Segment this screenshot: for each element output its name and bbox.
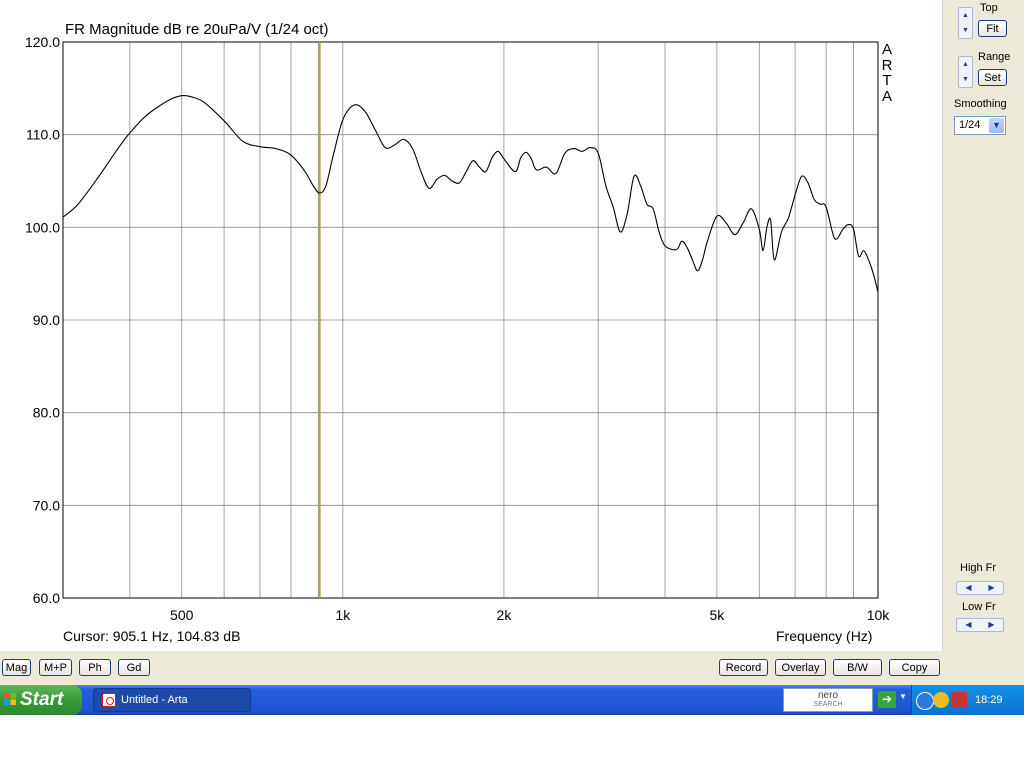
y-tick-label: 100.0	[25, 219, 60, 235]
x-tick-label: 500	[170, 607, 194, 623]
chart-svg[interactable]: 60.0 70.0 80.0 90.0 100.0 110.0 120.0 500 1k 2k 5k…	[0, 0, 942, 651]
record-button[interactable]: Record	[719, 659, 768, 676]
y-tick-label: 90.0	[33, 312, 60, 328]
plot-area: 60.0 70.0 80.0 90.0 100.0 110.0 120.0 500 1k 2k 5k…	[0, 0, 942, 651]
chevron-right-icon[interactable]: ▶	[988, 620, 995, 629]
mag-button[interactable]: Mag	[2, 659, 31, 676]
x-tick-label: 5k	[709, 607, 725, 623]
start-button[interactable]: Start	[0, 685, 82, 715]
nero-brand: nero	[817, 690, 838, 701]
watermark-letter: A	[881, 41, 892, 58]
network-alert-icon[interactable]	[951, 692, 967, 708]
tray-expand-icon[interactable]	[916, 692, 934, 710]
phase-button[interactable]: Ph	[79, 659, 111, 676]
x-axis-label: Frequency (Hz)	[776, 628, 873, 644]
start-label: Start	[20, 689, 64, 710]
frequency-response-trace	[62, 95, 879, 293]
chevron-up-icon[interactable]: ▲	[962, 61, 969, 68]
low-fr-label: Low Fr	[962, 601, 996, 613]
set-button[interactable]: Set	[978, 69, 1007, 86]
mag-phase-button[interactable]: M+P	[39, 659, 72, 676]
chevron-down-icon[interactable]: ▼	[989, 118, 1004, 133]
smoothing-value: 1/24	[959, 119, 981, 131]
taskbar-item-arta[interactable]: Untitled - Arta	[93, 688, 251, 712]
copy-button[interactable]: Copy	[889, 659, 940, 676]
windows-logo-icon	[4, 693, 16, 705]
watermark-letter: A	[881, 87, 892, 105]
chevron-down-icon[interactable]: ▼	[962, 27, 969, 34]
chart-title: FR Magnitude dB re 20uPa/V (1/24 oct)	[65, 21, 329, 38]
plot-frame	[62, 41, 879, 599]
watermark-letter: R	[881, 56, 893, 74]
x-tick-label: 1k	[335, 607, 351, 623]
watermark-letter: T	[882, 72, 892, 89]
arta-app-icon	[102, 693, 116, 707]
y-tick-label: 60.0	[33, 590, 60, 606]
top-spinner[interactable]: ▲ ▼	[958, 7, 973, 39]
y-tick-label: 110.0	[26, 127, 60, 143]
high-fr-label: High Fr	[960, 562, 997, 574]
nero-sub: SEARCH	[813, 701, 843, 708]
chevron-down-icon[interactable]: ▼	[962, 76, 969, 83]
chevron-up-icon[interactable]: ▲	[962, 12, 969, 19]
x-tick-label: 10k	[867, 607, 891, 623]
cursor-readout: Cursor: 905.1 Hz, 104.83 dB	[63, 628, 241, 644]
high-fr-stepper[interactable]: ◀ ▶	[956, 581, 1004, 595]
right-control-panel: ▲ ▼ Top Fit ▲ ▼ Range Set Smoothing High…	[942, 0, 1024, 651]
chevron-down-icon[interactable]: ▼	[899, 692, 907, 701]
top-label: Top	[980, 2, 998, 14]
bottom-toolbar: Mag M+P Ph Gd Record Overlay B/W Copy	[0, 651, 1024, 685]
y-tick-label: 120.0	[25, 34, 60, 50]
taskbar: Start Untitled - Arta nero SEARCH ➔ ▼ 18…	[0, 685, 1024, 715]
group-delay-button[interactable]: Gd	[118, 659, 150, 676]
y-tick-label: 70.0	[33, 497, 60, 513]
low-fr-stepper[interactable]: ◀ ▶	[956, 618, 1004, 632]
clock: 18:29	[975, 694, 1003, 706]
y-tick-label: 80.0	[33, 405, 60, 421]
bw-button[interactable]: B/W	[833, 659, 882, 676]
nero-search-box[interactable]: nero SEARCH	[783, 688, 873, 712]
chevron-right-icon[interactable]: ▶	[988, 583, 995, 592]
security-shield-icon[interactable]	[933, 692, 949, 708]
smoothing-select[interactable]: 1/24 ▼	[954, 116, 1006, 135]
chevron-left-icon[interactable]: ◀	[965, 620, 972, 629]
range-label: Range	[978, 51, 1011, 63]
chevron-left-icon[interactable]: ◀	[965, 583, 972, 592]
x-tick-label: 2k	[497, 607, 513, 623]
fit-button[interactable]: Fit	[978, 20, 1007, 37]
arta-watermark: A R T A	[880, 42, 894, 104]
smoothing-label: Smoothing	[954, 98, 1007, 110]
taskbar-item-label: Untitled - Arta	[121, 694, 188, 706]
overlay-button[interactable]: Overlay	[775, 659, 826, 676]
go-arrow-icon[interactable]: ➔	[878, 691, 896, 708]
range-spinner[interactable]: ▲ ▼	[958, 56, 973, 88]
